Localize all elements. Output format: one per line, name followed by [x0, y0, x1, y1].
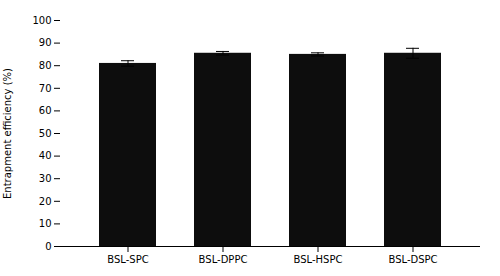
svg-text:BSL-DPPC: BSL-DPPC [199, 254, 248, 265]
svg-text:Entrapment efficiency (%): Entrapment efficiency (%) [2, 68, 13, 199]
svg-text:60: 60 [39, 105, 52, 116]
svg-text:30: 30 [39, 173, 52, 184]
svg-text:BSL-HSPC: BSL-HSPC [294, 254, 343, 265]
svg-text:BSL-DSPC: BSL-DSPC [388, 254, 437, 265]
svg-text:10: 10 [39, 218, 52, 229]
svg-text:40: 40 [39, 150, 52, 161]
svg-text:20: 20 [39, 196, 52, 207]
svg-text:90: 90 [39, 37, 52, 48]
svg-text:70: 70 [39, 83, 52, 94]
svg-text:80: 80 [39, 60, 52, 71]
svg-text:0: 0 [45, 241, 51, 252]
svg-text:100: 100 [32, 15, 51, 26]
svg-text:BSL-SPC: BSL-SPC [107, 254, 148, 265]
svg-text:50: 50 [39, 128, 52, 139]
